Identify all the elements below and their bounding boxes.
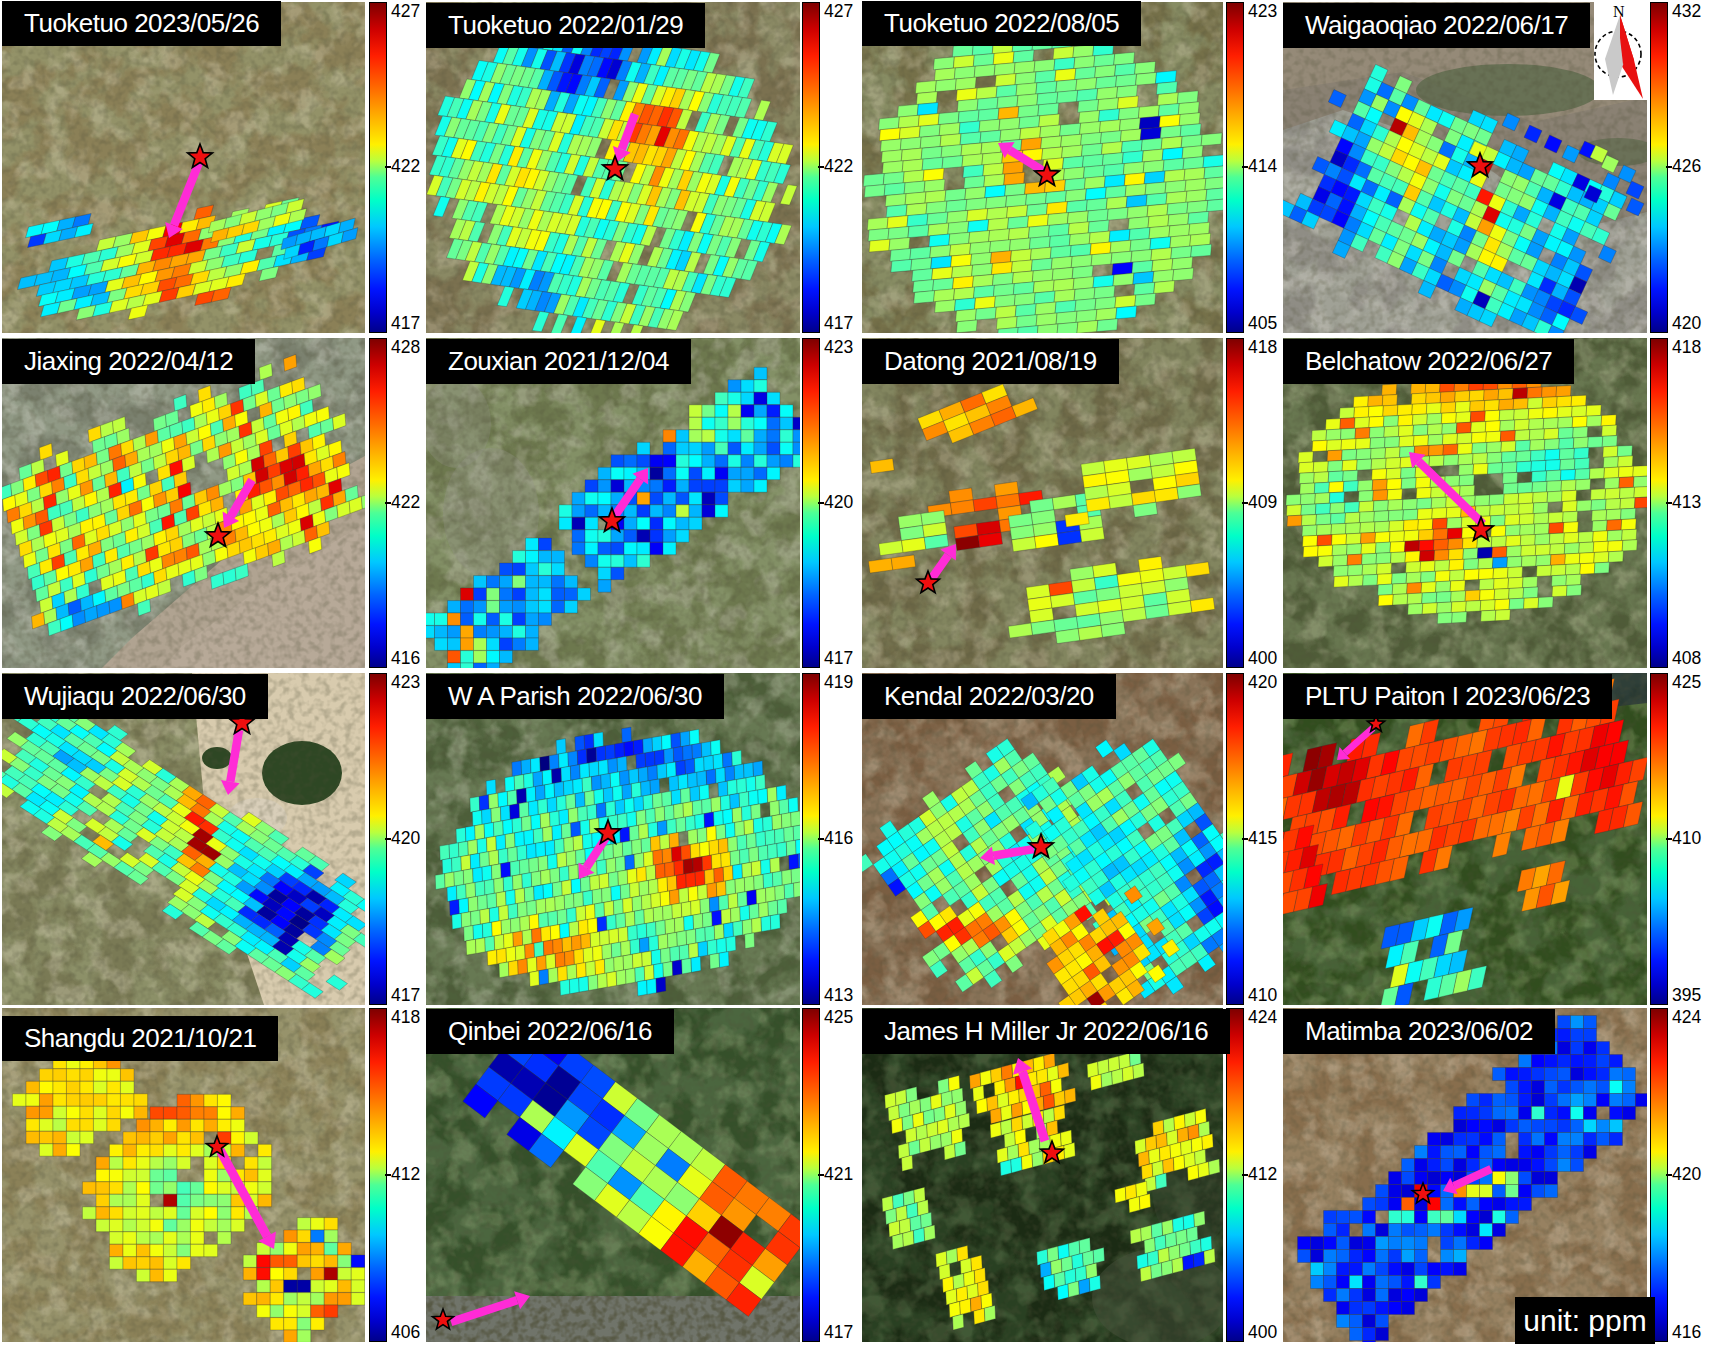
svg-text:N: N — [1613, 3, 1625, 20]
